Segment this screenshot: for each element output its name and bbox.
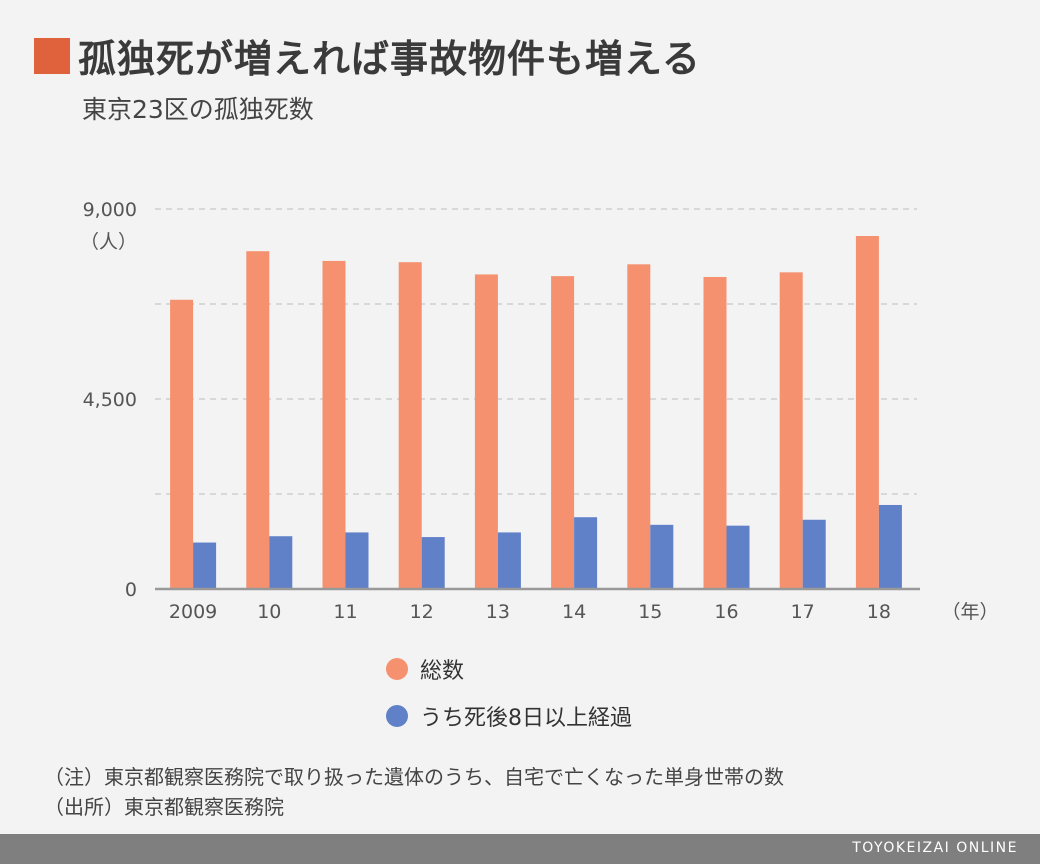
x-tick-label: 2009 <box>169 601 217 623</box>
bars <box>170 236 902 589</box>
bar-total <box>322 260 346 589</box>
gridlines <box>155 208 917 495</box>
notes: （注）東京都観察医務院で取り扱った遺体のうち、自宅で亡くなった単身世帯の数 （出… <box>44 762 784 822</box>
bar-total <box>703 276 727 589</box>
x-tick-label: 16 <box>714 601 738 623</box>
source-line: （出所）東京都観察医務院 <box>44 795 284 819</box>
bar-8days <box>574 517 598 589</box>
x-tick-label: 15 <box>638 601 662 623</box>
bar-total <box>398 262 422 589</box>
title-marker <box>34 37 70 74</box>
legend-item-8days: うち死後8日以上経過 <box>386 700 632 732</box>
x-tick-label: 18 <box>867 601 891 623</box>
bar-total <box>779 272 803 589</box>
y-tick-label: 0 <box>125 579 137 601</box>
y-tick-label: 9,000 <box>83 199 137 221</box>
bar-8days <box>345 532 369 589</box>
legend-label-total: 総数 <box>420 659 465 684</box>
footer-bar: TOYOKEIZAI ONLINE <box>0 834 1040 864</box>
bar-chart: 0 4,500 9,000 （人） 2009 10 11 12 13 14 15 16 17 18 （… <box>80 199 999 623</box>
chart-title: 孤独死が増えれば事故物件も増える <box>78 37 701 81</box>
x-tick-label: 10 <box>257 601 281 623</box>
bar-8days <box>497 532 521 589</box>
bar-8days <box>650 524 674 589</box>
bar-total <box>551 276 575 589</box>
x-tick-label: 17 <box>791 601 815 623</box>
title-block: 孤独死が増えれば事故物件も増える <box>34 28 701 83</box>
bar-total <box>474 274 498 589</box>
legend-item-total: 総数 <box>386 653 464 685</box>
x-tick-label: 11 <box>333 601 357 623</box>
bar-8days <box>726 525 750 589</box>
legend-swatch-8days <box>386 705 408 727</box>
bar-total <box>246 251 270 589</box>
bar-total <box>170 299 194 589</box>
chart-subtitle: 東京23区の孤独死数 <box>82 95 314 124</box>
bar-8days <box>193 542 217 589</box>
x-tick-label: 14 <box>562 601 586 623</box>
x-tick-label: 12 <box>410 601 434 623</box>
x-axis-unit: （年） <box>941 601 998 623</box>
legend-label-8days: うち死後8日以上経過 <box>420 706 632 731</box>
bar-8days <box>421 537 445 589</box>
x-tick-label: 13 <box>486 601 510 623</box>
y-tick-label: 4,500 <box>83 389 137 411</box>
bar-8days <box>878 504 902 589</box>
x-axis-ticks: 2009 10 11 12 13 14 15 16 17 18 <box>169 601 891 623</box>
bar-total <box>627 264 651 589</box>
y-axis-ticks: 0 4,500 9,000 <box>83 199 137 601</box>
note-line: （注）東京都観察医務院で取り扱った遺体のうち、自宅で亡くなった単身世帯の数 <box>44 765 784 789</box>
legend-swatch-total <box>386 658 408 680</box>
y-axis-unit: （人） <box>80 231 137 253</box>
bar-8days <box>269 536 293 589</box>
bar-8days <box>802 519 826 589</box>
footer-brand: TOYOKEIZAI ONLINE <box>852 840 1018 856</box>
bar-total <box>855 236 879 589</box>
